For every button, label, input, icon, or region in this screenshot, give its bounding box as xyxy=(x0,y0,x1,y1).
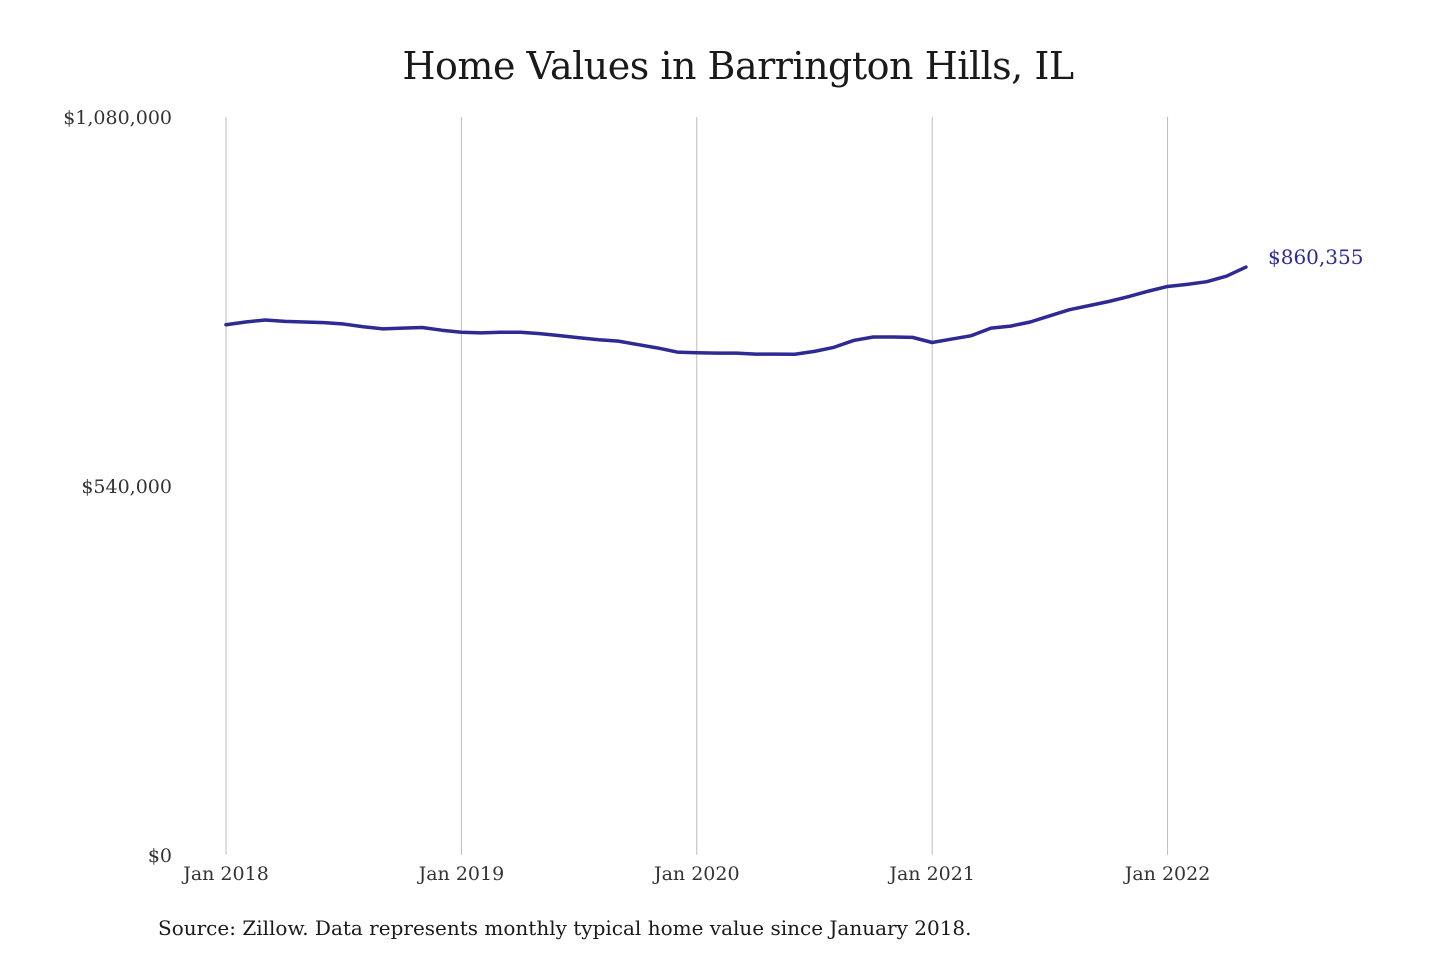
x-tick-label: Jan 2022 xyxy=(1123,863,1211,885)
end-value-label: $860,355 xyxy=(1268,245,1363,269)
series-line-home-value xyxy=(224,265,1248,356)
series-layer xyxy=(224,265,1248,356)
x-tick-label: Jan 2019 xyxy=(417,863,505,885)
x-tick-label: Jan 2020 xyxy=(652,863,740,885)
x-tick-label: Jan 2018 xyxy=(181,863,269,885)
vertical-gridlines xyxy=(225,117,1169,855)
data-label-layer: $860,355 xyxy=(1268,245,1363,269)
y-tick-label: $540,000 xyxy=(81,476,172,498)
x-tick-label: Jan 2021 xyxy=(887,863,975,885)
x-axis-ticks: Jan 2018 Jan 2019 Jan 2020 Jan 2021 Jan 2022 xyxy=(181,863,1210,885)
y-axis-ticks: $0 $540,000 $1,080,000 xyxy=(63,107,172,867)
source-note: Source: Zillow. Data represents monthly … xyxy=(158,916,972,940)
y-tick-label: $1,080,000 xyxy=(63,107,172,129)
y-tick-label: $0 xyxy=(148,845,172,867)
chart-title: Home Values in Barrington Hills, IL xyxy=(402,44,1074,88)
